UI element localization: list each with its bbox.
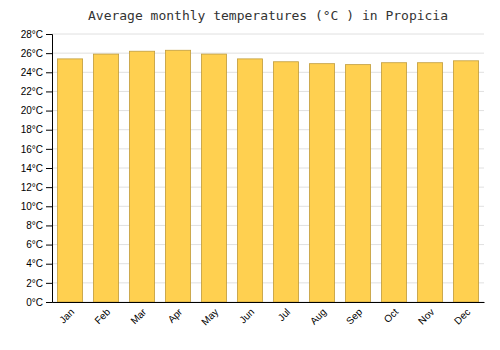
y-tick-mark xyxy=(46,72,52,73)
y-tick-mark xyxy=(46,111,52,112)
x-tick: Feb xyxy=(92,306,112,326)
x-tick-label: Apr xyxy=(166,306,185,325)
grid-line xyxy=(52,53,484,54)
y-tick: 22°C xyxy=(21,86,52,97)
y-tick-label: 4°C xyxy=(26,258,43,269)
y-tick-mark xyxy=(46,245,52,246)
bar xyxy=(345,65,370,302)
x-tick: Dec xyxy=(452,306,472,326)
y-tick-mark xyxy=(46,206,52,207)
x-tick-label: Jan xyxy=(57,306,76,325)
y-tick-label: 10°C xyxy=(21,201,43,212)
x-tick-label: Mar xyxy=(128,306,148,326)
y-tick: 14°C xyxy=(21,163,52,174)
title: Average monthly temperatures (°C ) in Pr… xyxy=(88,8,448,23)
x-tick: Jun xyxy=(237,306,256,325)
grid xyxy=(52,34,484,302)
x-tick: May xyxy=(199,306,220,327)
y-tick-label: 18°C xyxy=(21,124,43,135)
chart: 0°C 2°C 4°C 6°C 8°C 10°C 12°C 14°C 16°C 18°C 20°C 2… xyxy=(0,0,500,350)
y-tick-mark xyxy=(46,302,52,303)
y-tick: 26°C xyxy=(21,48,52,59)
x-tick-label: Oct xyxy=(382,306,401,325)
y-tick: 6°C xyxy=(26,239,52,250)
bar xyxy=(273,62,298,302)
y-tick-label: 22°C xyxy=(21,86,43,97)
y-tick-label: 12°C xyxy=(21,182,43,193)
x-tick-label: Sep xyxy=(344,306,365,327)
x-tick: Aug xyxy=(308,306,328,326)
y-tick-mark xyxy=(46,149,52,150)
y-tick-mark xyxy=(46,168,52,169)
y-tick: 18°C xyxy=(21,124,52,135)
x-tick-label: Jul xyxy=(276,306,293,323)
y-tick: 2°C xyxy=(26,278,52,289)
x-tick-label: Feb xyxy=(92,306,112,326)
y-tick-mark xyxy=(46,225,52,226)
y-tick: 20°C xyxy=(21,105,52,116)
y-tick: 0°C xyxy=(26,297,52,308)
y-tick: 24°C xyxy=(21,67,52,78)
y-tick-mark xyxy=(46,187,52,188)
bar xyxy=(381,63,406,302)
y-tick-label: 26°C xyxy=(21,48,43,59)
y-tick-mark xyxy=(46,91,52,92)
y-tick-mark xyxy=(46,53,52,54)
y-tick-mark xyxy=(46,283,52,284)
x-axis-line xyxy=(53,302,485,303)
bar xyxy=(93,54,118,302)
bars xyxy=(57,50,478,302)
bar xyxy=(201,54,226,302)
y-tick-label: 16°C xyxy=(21,144,43,155)
x-tick-label: Jun xyxy=(237,306,256,325)
bar xyxy=(57,59,82,302)
bar xyxy=(417,63,442,302)
y-tick-label: 0°C xyxy=(26,297,43,308)
x-tick: Oct xyxy=(382,306,401,325)
x-tick-label: Nov xyxy=(416,306,436,326)
x-tick: Nov xyxy=(416,306,436,326)
y-tick: 16°C xyxy=(21,144,52,155)
y-tick: 4°C xyxy=(26,258,52,269)
plot-area: 0°C 2°C 4°C 6°C 8°C 10°C 12°C 14°C 16°C 18°C 20°C 2… xyxy=(21,29,485,328)
bar xyxy=(453,61,478,302)
y-axis-line xyxy=(46,35,53,303)
x-tick: Mar xyxy=(128,306,148,326)
bar xyxy=(129,51,154,302)
y-tick-label: 8°C xyxy=(26,220,43,231)
x-tick-label: Aug xyxy=(308,306,328,326)
x-tick: Apr xyxy=(166,306,185,325)
x-tick-label: Dec xyxy=(452,306,472,326)
grid-line xyxy=(52,34,484,35)
y-tick-mark xyxy=(46,34,52,35)
y-tick-label: 24°C xyxy=(21,67,43,78)
y-tick-label: 28°C xyxy=(21,29,43,40)
y-tick: 10°C xyxy=(21,201,52,212)
y-tick-label: 2°C xyxy=(26,278,43,289)
y-tick-mark xyxy=(46,264,52,265)
x-tick: Sep xyxy=(344,306,365,327)
bar xyxy=(309,64,334,302)
y-tick-label: 6°C xyxy=(26,239,43,250)
y-tick: 8°C xyxy=(26,220,52,231)
x-axis: Jan Feb Mar Apr May Jun Jul Aug Sep Oct Nov Dec xyxy=(53,303,485,328)
y-tick: 12°C xyxy=(21,182,52,193)
x-tick: Jan xyxy=(57,306,76,325)
bar xyxy=(237,59,262,302)
y-tick-mark xyxy=(46,130,52,131)
y-axis: 0°C 2°C 4°C 6°C 8°C 10°C 12°C 14°C 16°C 18°C 20°C 2… xyxy=(21,29,53,308)
y-tick: 28°C xyxy=(21,29,52,40)
y-tick-label: 14°C xyxy=(21,163,43,174)
bar xyxy=(165,50,190,302)
x-tick-label: May xyxy=(199,306,220,327)
y-tick-label: 20°C xyxy=(21,105,43,116)
x-tick: Jul xyxy=(276,306,293,323)
